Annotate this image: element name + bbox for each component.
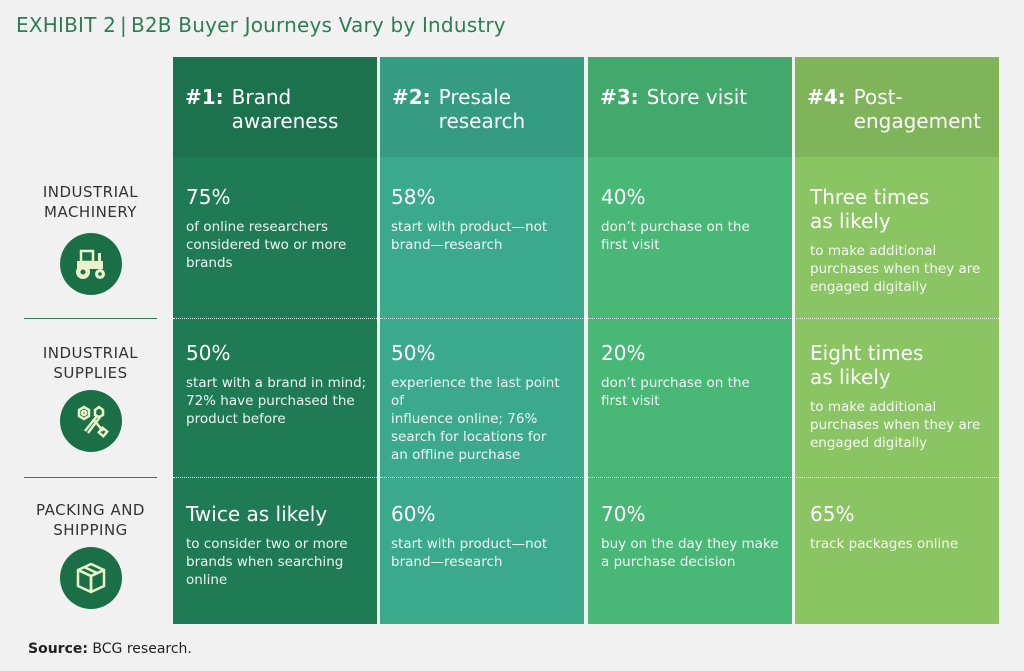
stat-value: 75% bbox=[186, 185, 231, 209]
row-divider bbox=[24, 318, 157, 319]
column-brand-awareness: #1: Brand awareness bbox=[173, 57, 377, 624]
stat-value: Eight times as likely bbox=[810, 341, 924, 389]
source-note: Source: BCG research. bbox=[28, 641, 192, 657]
cell-packing-presale-research: 60% start with product—not brand—researc… bbox=[391, 502, 576, 571]
column-label: Presale research bbox=[438, 85, 526, 133]
cell-machinery-brand-awareness: 75% of online researchers considered two… bbox=[186, 185, 371, 272]
stat-description: experience the last point of influence o… bbox=[391, 375, 560, 463]
column-header-band bbox=[588, 57, 792, 157]
cell-supplies-store-visit: 20% don’t purchase on the first visit bbox=[601, 341, 786, 410]
column-post-engagement: #4: Post- engagement bbox=[795, 57, 999, 624]
cell-machinery-presale-research: 58% start with product—not brand—researc… bbox=[391, 185, 576, 254]
cell-supplies-brand-awareness: 50% start with a brand in mind; 72% have… bbox=[186, 341, 371, 428]
stat-description: don’t purchase on the first visit bbox=[601, 219, 750, 253]
column-label: Post- engagement bbox=[853, 85, 981, 133]
title-separator: | bbox=[120, 13, 127, 37]
column-header-band bbox=[795, 57, 999, 157]
column-title: #4: Post- engagement bbox=[807, 85, 991, 133]
stat-description: to consider two or more brands when sear… bbox=[186, 536, 348, 588]
cell-packing-store-visit: 70% buy on the day they make a purchase … bbox=[601, 502, 786, 571]
row-label-packing-shipping: PACKING AND SHIPPING bbox=[36, 501, 145, 539]
row-label-industrial-supplies: INDUSTRIAL SUPPLIES bbox=[42, 344, 139, 382]
cell-packing-post-engagement: 65% track packages online bbox=[810, 502, 995, 553]
column-header-band bbox=[173, 57, 377, 157]
column-header-band bbox=[380, 57, 584, 157]
stat-value: 20% bbox=[601, 341, 646, 365]
source-text: BCG research. bbox=[92, 641, 192, 657]
stat-description: to make additional purchases when they a… bbox=[810, 243, 981, 295]
exhibit-heading: B2B Buyer Journeys Vary by Industry bbox=[130, 13, 506, 37]
column-presale-research: #2: Presale research bbox=[380, 57, 584, 624]
stat-value: Twice as likely bbox=[186, 502, 328, 526]
stat-description: start with a brand in mind; 72% have pur… bbox=[186, 375, 367, 427]
row-separator bbox=[173, 318, 999, 319]
stat-value: 60% bbox=[391, 502, 436, 526]
row-separator bbox=[173, 477, 999, 478]
row-label-industrial-machinery: INDUSTRIAL MACHINERY bbox=[42, 183, 139, 221]
exhibit-title: EXHIBIT 2 | B2B Buyer Journeys Vary by Ind… bbox=[16, 13, 506, 37]
stat-description: track packages online bbox=[810, 536, 959, 552]
column-store-visit: #3: Store visit bbox=[588, 57, 792, 624]
column-label: Store visit bbox=[646, 85, 748, 109]
stat-value: 40% bbox=[601, 185, 646, 209]
column-number: #1: bbox=[185, 85, 224, 109]
cell-supplies-post-engagement: Eight times as likely to make additional… bbox=[810, 341, 995, 452]
column-number: #4: bbox=[807, 85, 846, 109]
stat-value: 50% bbox=[186, 341, 231, 365]
cell-supplies-presale-research: 50% experience the last point of influen… bbox=[391, 341, 576, 464]
tractor-icon bbox=[60, 233, 122, 295]
stat-description: of online researchers considered two or … bbox=[186, 219, 347, 271]
cell-machinery-store-visit: 40% don’t purchase on the first visit bbox=[601, 185, 786, 254]
stat-description: to make additional purchases when they a… bbox=[810, 399, 981, 451]
bolt-nut-icon bbox=[60, 390, 122, 452]
column-number: #2: bbox=[392, 85, 431, 109]
stat-description: start with product—not brand—research bbox=[391, 536, 548, 570]
stat-value: 58% bbox=[391, 185, 436, 209]
stat-value: 70% bbox=[601, 502, 646, 526]
package-box-icon bbox=[60, 547, 122, 609]
stat-description: start with product—not brand—research bbox=[391, 219, 548, 253]
column-number: #3: bbox=[600, 85, 639, 109]
exhibit-number: EXHIBIT 2 bbox=[16, 13, 116, 37]
column-title: #2: Presale research bbox=[392, 85, 576, 133]
row-divider bbox=[24, 477, 157, 478]
stat-description: don’t purchase on the first visit bbox=[601, 375, 750, 409]
source-label: Source: bbox=[28, 641, 88, 657]
stat-description: buy on the day they make a purchase deci… bbox=[601, 536, 779, 570]
stat-value: 65% bbox=[810, 502, 855, 526]
stat-value: 50% bbox=[391, 341, 436, 365]
column-title: #1: Brand awareness bbox=[185, 85, 369, 133]
cell-packing-brand-awareness: Twice as likely to consider two or more … bbox=[186, 502, 371, 589]
stat-value: Three times as likely bbox=[810, 185, 930, 233]
column-label: Brand awareness bbox=[231, 85, 339, 133]
cell-machinery-post-engagement: Three times as likely to make additional… bbox=[810, 185, 995, 296]
column-title: #3: Store visit bbox=[600, 85, 784, 109]
